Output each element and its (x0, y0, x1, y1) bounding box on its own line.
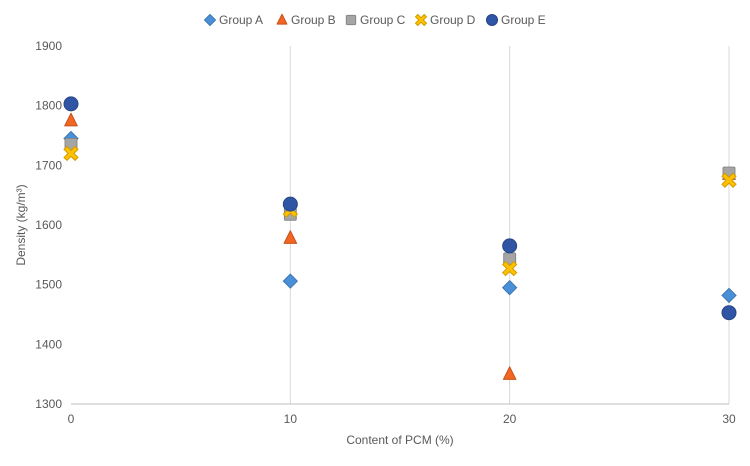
point-group-e-0 (63, 96, 79, 112)
legend-label-2: Group C (360, 13, 406, 27)
y-tick-label-3: 1600 (35, 218, 62, 232)
point-group-b-1 (283, 230, 298, 244)
point-group-e-2 (502, 238, 518, 254)
y-tick-label-1: 1400 (35, 337, 62, 351)
point-group-b-2 (502, 366, 517, 380)
legend-label-0: Group A (219, 13, 263, 27)
x-tick-label-2: 20 (503, 412, 517, 426)
y-axis-title: Density (kg/m³) (14, 184, 28, 265)
y-tick-labels: 1300 1400 1500 1600 1700 1800 1900 (35, 39, 62, 411)
legend-label-3: Group D (430, 13, 476, 27)
y-tick-label-6: 1900 (35, 39, 62, 53)
x-axis-title: Content of PCM (%) (346, 433, 453, 447)
legend: Group A Group B Group C Group D Group E (203, 13, 546, 27)
point-group-b-0 (64, 112, 78, 127)
x-tick-label-3: 30 (722, 412, 736, 426)
legend-label-4: Group E (501, 13, 546, 27)
point-group-a-2 (501, 279, 518, 296)
point-group-a-1 (282, 273, 299, 289)
point-group-a-3 (721, 287, 737, 304)
y-tick-label-2: 1500 (35, 278, 62, 292)
point-group-e-1 (282, 196, 298, 212)
point-group-e-3 (721, 305, 737, 321)
legend-marker-3 (414, 13, 428, 27)
legend-marker-2 (345, 14, 357, 26)
y-tick-label-0: 1300 (35, 397, 62, 411)
legend-marker-1 (276, 13, 288, 25)
legend-marker-4 (486, 14, 498, 26)
x-tick-labels: 0 10 20 30 (68, 412, 736, 426)
legend-marker-0 (203, 13, 217, 27)
x-tick-label-0: 0 (68, 412, 75, 426)
y-tick-label-5: 1800 (35, 99, 62, 113)
point-group-d-3 (721, 172, 737, 188)
y-tick-label-4: 1700 (35, 158, 62, 172)
x-tick-label-1: 10 (284, 412, 298, 426)
data-points (63, 96, 737, 380)
point-group-d-2 (501, 260, 518, 277)
gridlines (289, 46, 730, 404)
point-group-d-0 (63, 145, 79, 162)
legend-label-1: Group B (291, 13, 336, 27)
